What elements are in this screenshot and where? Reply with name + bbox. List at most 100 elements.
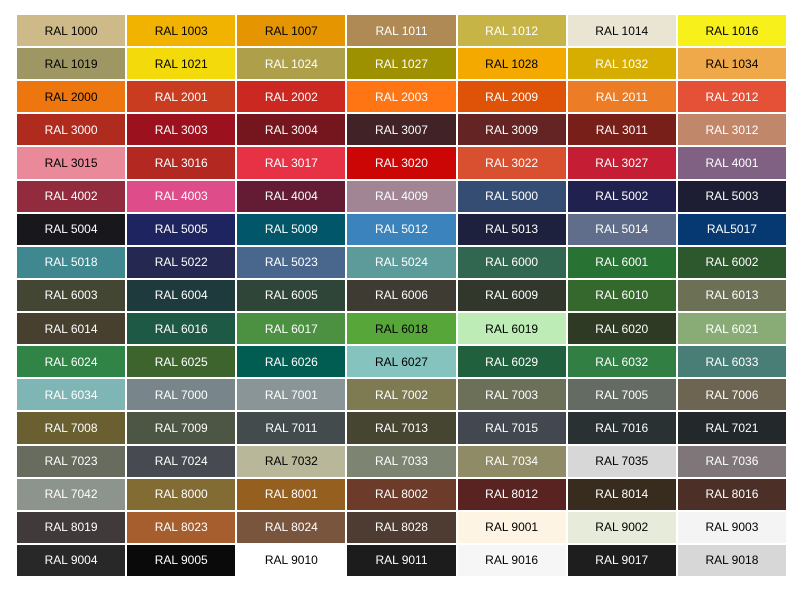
swatch-ral-5022: RAL 5022	[127, 246, 236, 278]
ral-color-chart: RAL 1000 RAL 1003 RAL 1007 RAL 1011 RAL 1012…	[17, 15, 786, 576]
swatch-label: RAL 8001	[264, 487, 318, 502]
swatch-label: RAL 3009	[485, 122, 539, 137]
swatch-ral-3016: RAL 3016	[127, 147, 236, 179]
swatch-ral-6032: RAL 6032	[567, 346, 676, 378]
swatch-ral-6003: RAL 6003	[17, 279, 126, 312]
swatch-label: RAL 2002	[264, 89, 318, 104]
swatch-label: RAL 4001	[705, 156, 759, 171]
swatch-ral-7009: RAL 7009	[127, 412, 236, 444]
swatch-label: RAL 3003	[154, 122, 208, 137]
swatch-label: RAL 6009	[485, 288, 539, 303]
swatch-label: RAL 7011	[265, 420, 318, 435]
swatch-ral-8014: RAL 8014	[567, 478, 676, 510]
swatch-label: RAL 3017	[264, 156, 318, 171]
swatch-ral-3011: RAL 3011	[567, 114, 676, 146]
swatch-label: RAL5017	[706, 222, 757, 237]
swatch-ral-6017: RAL 6017	[237, 313, 346, 345]
swatch-label: RAL 6002	[705, 255, 759, 270]
swatch-ral-7016: RAL 7016	[567, 412, 676, 444]
swatch-ral-8012: RAL 8012	[457, 478, 566, 510]
swatch-label: RAL 7015	[485, 420, 539, 435]
swatch-ral-6034: RAL 6034	[17, 379, 126, 411]
swatch-ral-6025: RAL 6025	[127, 346, 236, 378]
swatch-label: RAL 3016	[154, 156, 208, 171]
swatch-label: RAL 2009	[485, 89, 539, 104]
swatch-ral-9017: RAL 9017	[567, 544, 676, 576]
swatch-ral-3012: RAL 3012	[677, 114, 786, 146]
swatch-label: RAL 6006	[375, 288, 428, 303]
swatch-label: RAL 6021	[705, 321, 759, 336]
swatch-label: RAL 7005	[595, 387, 649, 402]
swatch-label: RAL 5013	[485, 222, 539, 237]
swatch-ral-5005: RAL 5005	[127, 213, 236, 245]
swatch-ral-5003: RAL 5003	[677, 180, 786, 212]
swatch-ral-9011: RAL 9011	[347, 544, 456, 576]
swatch-ral-6029: RAL 6029	[457, 346, 566, 378]
swatch-ral-7023: RAL 7023	[17, 445, 126, 477]
swatch-label: RAL 2011	[595, 89, 648, 104]
swatch-label: RAL 6004	[154, 288, 208, 303]
swatch-ral-6021: RAL 6021	[677, 313, 786, 345]
swatch-ral-1019: RAL 1019	[17, 48, 126, 80]
swatch-label: RAL 1016	[705, 23, 759, 38]
swatch-ral-7035: RAL 7035	[567, 445, 676, 477]
swatch-ral-3004: RAL 3004	[237, 114, 346, 146]
swatch-ral-5023: RAL 5023	[237, 246, 346, 278]
swatch-ral-1016: RAL 1016	[677, 15, 786, 47]
swatch-label: RAL 7008	[44, 420, 98, 435]
swatch-ral-8019: RAL 8019	[17, 511, 126, 543]
swatch-label: RAL 9016	[485, 553, 539, 568]
swatch-ral-9016: RAL 9016	[457, 544, 566, 576]
swatch-ral-1024: RAL 1024	[237, 48, 346, 80]
swatch-ral-5014: RAL 5014	[567, 213, 676, 245]
swatch-label: RAL 7035	[595, 454, 649, 469]
swatch-ral-8001: RAL 8001	[237, 478, 346, 510]
swatch-label: RAL 5005	[154, 222, 208, 237]
swatch-label: RAL 7021	[705, 420, 759, 435]
swatch-label: RAL 2001	[154, 89, 208, 104]
swatch-ral-3022: RAL 3022	[457, 147, 566, 179]
swatch-label: RAL 5014	[595, 222, 649, 237]
swatch-label: RAL 6034	[44, 387, 98, 402]
swatch-ral-6000: RAL 6000	[457, 246, 566, 278]
swatch-ral-9005: RAL 9005	[127, 544, 236, 576]
swatch-ral-7036: RAL 7036	[677, 445, 786, 477]
swatch-label: RAL 6005	[264, 288, 318, 303]
swatch-ral-1000: RAL 1000	[17, 15, 126, 47]
swatch-label: RAL 6001	[595, 255, 649, 270]
swatch-label: RAL 9005	[154, 553, 208, 568]
swatch-label: RAL 3022	[485, 156, 539, 171]
swatch-label: RAL 4009	[375, 189, 428, 204]
swatch-ral-5018: RAL 5018	[17, 246, 126, 278]
swatch-label: RAL 7016	[595, 420, 649, 435]
swatch-label: RAL 7000	[154, 387, 208, 402]
swatch-label: RAL 8023	[154, 520, 208, 535]
swatch-label: RAL 3015	[44, 156, 98, 171]
swatch-label: RAL 7001	[264, 387, 318, 402]
swatch-ral-9010: RAL 9010	[237, 544, 346, 576]
swatch-label: RAL 3020	[375, 156, 428, 171]
swatch-ral-6016: RAL 6016	[127, 313, 236, 345]
swatch-label: RAL 5009	[264, 222, 318, 237]
swatch-label: RAL 6013	[705, 288, 759, 303]
swatch-ral-7015: RAL 7015	[457, 412, 566, 444]
swatch-label: RAL 6032	[595, 354, 649, 369]
swatch-ral-6002: RAL 6002	[677, 246, 786, 278]
swatch-label: RAL 1021	[154, 56, 208, 71]
swatch-ral-5000: RAL 5000	[457, 180, 566, 212]
swatch-label: RAL 6000	[485, 255, 539, 270]
swatch-ral-4004: RAL 4004	[237, 180, 346, 212]
swatch-ral-2009: RAL 2009	[457, 81, 566, 113]
swatch-label: RAL 7009	[154, 420, 208, 435]
swatch-label: RAL 6024	[44, 354, 98, 369]
swatch-label: RAL 9002	[595, 520, 649, 535]
swatch-ral-6033: RAL 6033	[677, 346, 786, 378]
swatch-label: RAL 8012	[485, 487, 539, 502]
swatch-label: RAL 6014	[44, 321, 98, 336]
swatch-label: RAL 7033	[375, 454, 428, 469]
swatch-label: RAL 5024	[375, 255, 428, 270]
swatch-label: RAL 7003	[485, 387, 539, 402]
swatch-ral5017: RAL5017	[677, 213, 786, 245]
swatch-ral-3027: RAL 3027	[567, 147, 676, 179]
swatch-ral-4009: RAL 4009	[347, 180, 456, 212]
